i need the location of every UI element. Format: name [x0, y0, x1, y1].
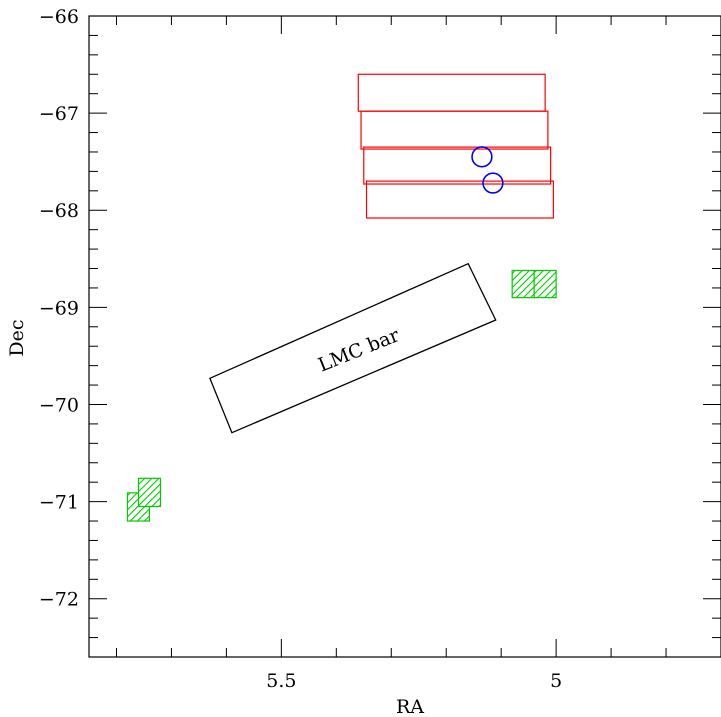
green-hatched-field [533, 269, 557, 299]
y-tick-label: −69 [39, 297, 79, 319]
green-hatched-field [137, 477, 162, 508]
green-fields [126, 269, 557, 522]
red-field-rect [363, 146, 552, 185]
red-field-rect [360, 110, 549, 150]
lmc-bar-outline [209, 262, 497, 434]
axis-ticks [89, 15, 721, 658]
y-tick-label: −70 [39, 394, 79, 416]
red-field-rect [357, 73, 546, 112]
red-fields [357, 73, 554, 219]
x-tick-label: 5.5 [266, 670, 296, 692]
green-hatched-field [511, 269, 535, 299]
red-field-rect [365, 180, 554, 219]
y-tick-label: −67 [39, 103, 79, 125]
y-tick-label: −68 [39, 200, 79, 222]
lmc-bar: LMC bar [209, 262, 497, 434]
blue-circle [482, 172, 504, 194]
blue-circles [471, 146, 504, 194]
tick-labels: 5.5 5 −66 −67 −68 −69 −70 −71 −72 [39, 6, 562, 692]
y-axis-title: Dec [6, 319, 28, 356]
y-tick-label: −71 [39, 492, 79, 514]
x-tick-label: 5 [550, 670, 562, 692]
blue-circle [471, 146, 493, 168]
plot-frame [88, 15, 721, 658]
y-tick-label: −66 [39, 6, 79, 28]
x-axis-title: RA [396, 696, 424, 717]
y-tick-label: −72 [39, 589, 79, 611]
lmc-bar-label: LMC bar [315, 324, 403, 377]
